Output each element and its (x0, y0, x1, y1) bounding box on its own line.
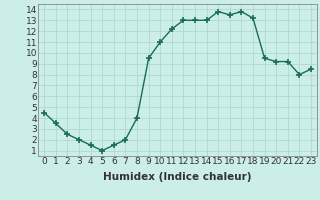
X-axis label: Humidex (Indice chaleur): Humidex (Indice chaleur) (103, 172, 252, 182)
